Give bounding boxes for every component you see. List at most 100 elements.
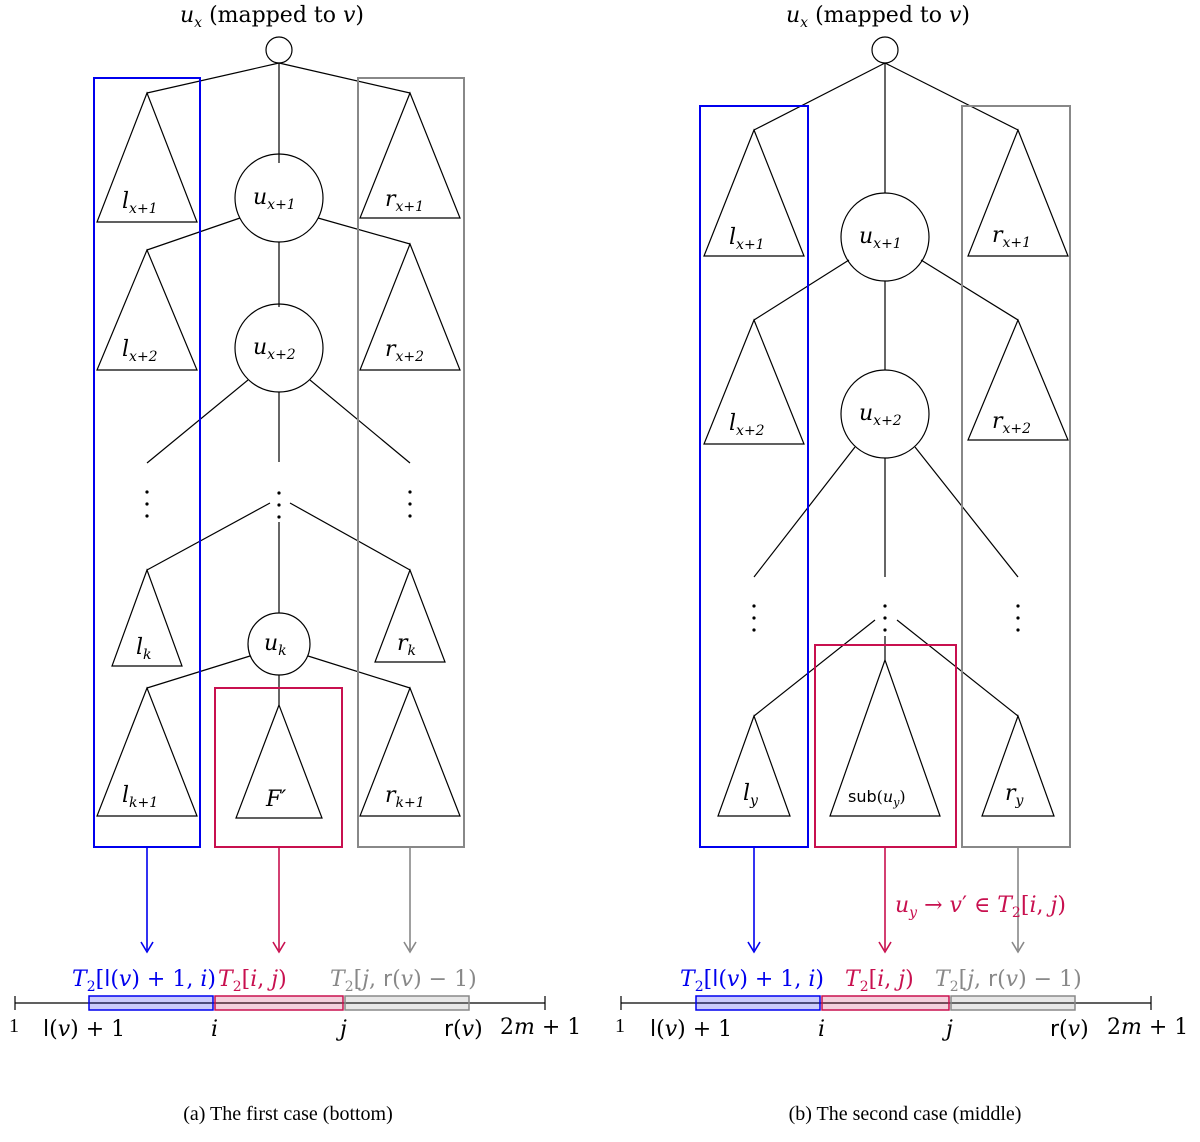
- axis-label-2m1: 2m + 1: [500, 1015, 581, 1040]
- arrow-head-middle: [878, 941, 892, 954]
- left-subtree: [717, 714, 791, 817]
- tree-label: rk+1: [385, 783, 425, 811]
- tree-edge: [278, 62, 411, 94]
- left-subtree: [111, 568, 183, 667]
- axis-label-i: i: [211, 1017, 218, 1042]
- tree-label: lx+2: [122, 337, 158, 365]
- panel-b: ux (mapped to v): [620, 3, 1152, 1011]
- interval-blue: [695, 995, 821, 1011]
- tree-label: lk+1: [122, 783, 158, 811]
- axis-label-1: 1: [9, 1015, 19, 1037]
- caption-b: (b) The second case (middle): [789, 1103, 1022, 1125]
- arrow-head-right: [403, 941, 417, 954]
- axis-label-rv: r(v): [1050, 1017, 1089, 1042]
- interval-label-magenta: T2[i, j): [218, 967, 287, 995]
- middle-subtree: [235, 703, 323, 819]
- middle-tree-label: F′: [265, 787, 286, 812]
- right-subtree: [359, 242, 461, 371]
- arrow-head-middle: [272, 941, 286, 954]
- root-label: ux (mapped to v): [180, 3, 364, 31]
- node-label: ux+2: [253, 335, 296, 363]
- interval-gray: [344, 995, 470, 1011]
- root-node: [871, 36, 899, 64]
- arrow-head-left: [747, 941, 761, 954]
- tree-label: rx+2: [385, 337, 424, 365]
- mapping-note: uy → v′ ∈ T2[i, j): [895, 893, 1066, 921]
- axis-label-j: j: [335, 1017, 347, 1042]
- tree-edge: [884, 62, 1019, 131]
- axis-label-1: 1: [615, 1015, 625, 1037]
- interval-label-gray: T2[j, r(v) − 1): [935, 967, 1082, 995]
- right-group-box: [357, 77, 465, 848]
- tree-edge: [920, 259, 1019, 321]
- panel-a: ux (mapped to v): [14, 3, 546, 1011]
- arrow-head-right: [1011, 941, 1025, 954]
- middle-group-box: [814, 644, 957, 848]
- axis-label-2m1: 2m + 1: [1107, 1015, 1188, 1040]
- interval-label-magenta: T2[i, j): [845, 967, 914, 995]
- tree-edge: [896, 619, 1019, 717]
- interval-magenta: [821, 995, 950, 1011]
- middle-tree-label: sub(uy): [848, 787, 906, 809]
- interval-label-gray: T2[j, r(v) − 1): [330, 967, 477, 995]
- interval-magenta: [214, 995, 344, 1011]
- left-subtree: [96, 686, 198, 817]
- right-subtree: [359, 91, 461, 219]
- middle-group-box: [214, 687, 343, 848]
- left-subtree: [703, 318, 805, 445]
- interval-blue: [88, 995, 214, 1011]
- tree-edge: [289, 502, 411, 571]
- right-subtree: [374, 568, 446, 663]
- right-subtree: [981, 714, 1055, 817]
- axis-label-rv: r(v): [444, 1017, 483, 1042]
- tree-edge: [146, 655, 251, 689]
- right-subtree: [967, 318, 1069, 441]
- right-group-box: [961, 105, 1071, 848]
- arrow-head-left: [140, 941, 154, 954]
- tree-label: rx+1: [385, 187, 424, 215]
- middle-subtree: [829, 658, 941, 817]
- tree-edge: [914, 446, 1019, 578]
- left-subtree: [96, 91, 198, 223]
- left-subtree: [703, 128, 805, 257]
- tree-edge: [309, 379, 411, 464]
- right-subtree: [967, 128, 1069, 257]
- tree-label: lk: [136, 635, 152, 663]
- tree-edge: [146, 502, 271, 571]
- node-label: ux+1: [859, 224, 902, 252]
- axis-label-lv: l(v) + 1: [650, 1017, 732, 1042]
- tree-edge: [753, 62, 886, 131]
- interval-label-blue: T2[l(v) + 1, i): [680, 967, 824, 995]
- right-subtree: [359, 686, 461, 817]
- node-label: uk: [264, 631, 287, 659]
- tree-label: rx+1: [992, 223, 1031, 251]
- tree-edge: [317, 217, 411, 245]
- root-node: [265, 36, 293, 64]
- tree-label: lx+1: [729, 225, 765, 253]
- left-group-box: [699, 105, 809, 848]
- tree-edge: [753, 446, 856, 578]
- node-label: ux+2: [859, 401, 902, 429]
- tree-label: lx+2: [729, 411, 765, 439]
- tree-label: rx+2: [992, 409, 1031, 437]
- root-label: ux (mapped to v): [786, 3, 970, 31]
- left-subtree: [96, 248, 198, 371]
- dots-row: [752, 604, 1020, 632]
- tree-label: lx+1: [122, 189, 158, 217]
- dots-row: [145, 490, 412, 519]
- axis-label-lv: l(v) + 1: [43, 1017, 125, 1042]
- tree-edge: [146, 62, 280, 94]
- tree-label: ry: [1005, 781, 1025, 809]
- tree-edge: [753, 259, 850, 321]
- axis-label-j: j: [941, 1017, 953, 1042]
- caption-a: (a) The first case (bottom): [183, 1103, 393, 1125]
- node-label: ux+1: [253, 185, 296, 213]
- tree-edge: [146, 379, 249, 464]
- tree-label: ly: [743, 781, 759, 809]
- tree-label: rk: [397, 631, 416, 659]
- tree-edge: [146, 217, 241, 251]
- interval-gray: [950, 995, 1076, 1011]
- axis-label-i: i: [818, 1017, 825, 1042]
- panel-b-labels: lx+1 rx+1 ux+1 lx+2 rx+2 ux+2 ly ry sub(…: [615, 223, 1188, 1125]
